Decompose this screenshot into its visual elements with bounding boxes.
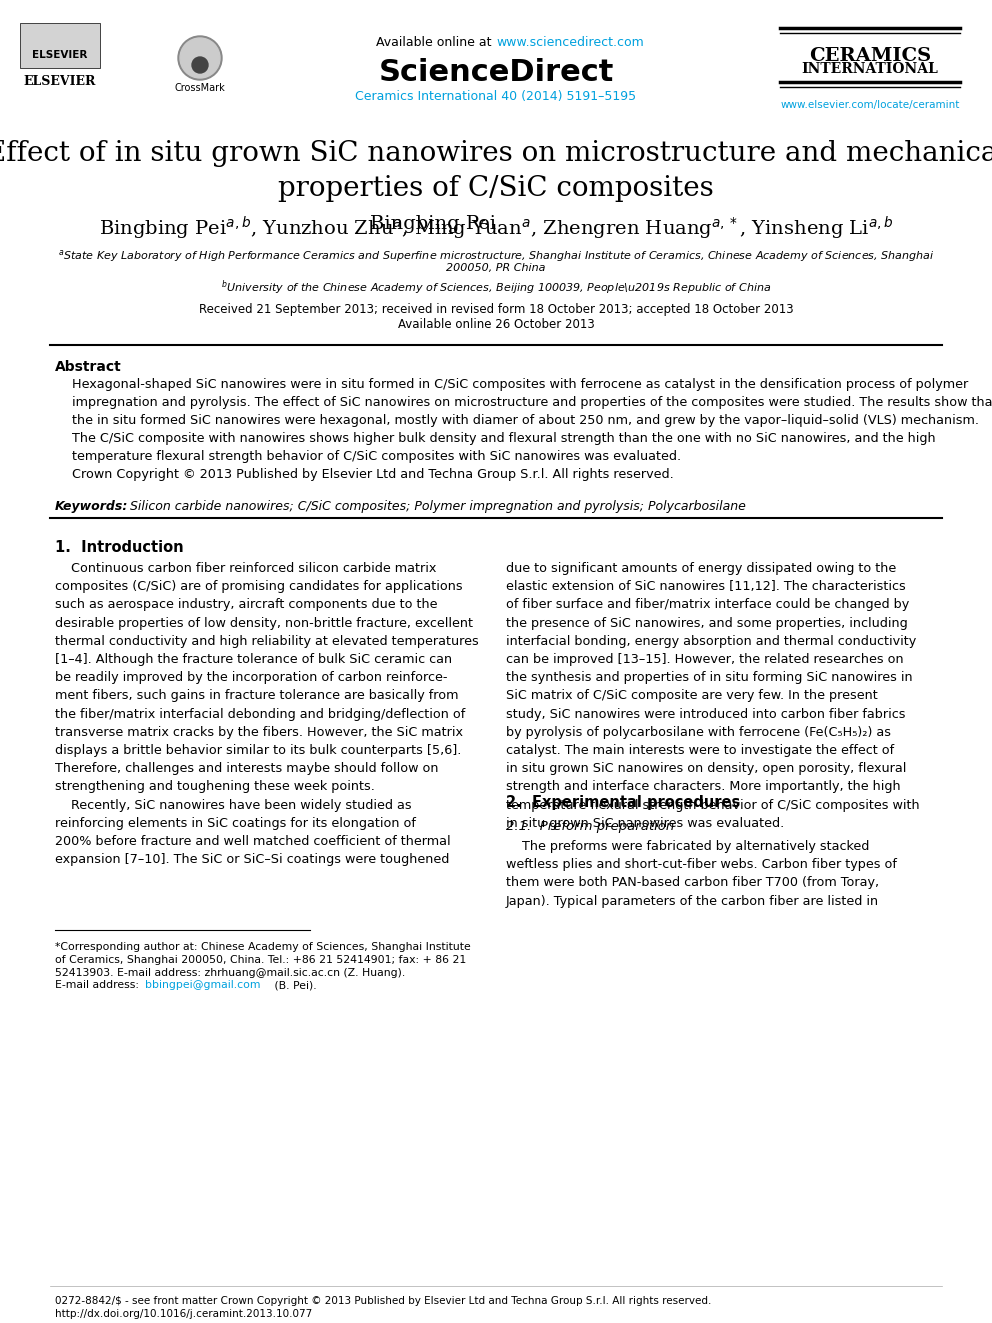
Text: Available online 26 October 2013: Available online 26 October 2013 [398, 318, 594, 331]
Text: Hexagonal-shaped SiC nanowires were in situ formed in C/SiC composites with ferr: Hexagonal-shaped SiC nanowires were in s… [72, 378, 992, 482]
Text: due to significant amounts of energy dissipated owing to the
elastic extension o: due to significant amounts of energy dis… [506, 562, 920, 830]
Text: ScienceDirect: ScienceDirect [378, 58, 614, 87]
Text: bbingpei@gmail.com: bbingpei@gmail.com [145, 980, 261, 990]
Text: Silicon carbide nanowires; C/SiC composites; Polymer impregnation and pyrolysis;: Silicon carbide nanowires; C/SiC composi… [130, 500, 746, 513]
Text: ELSEVIER: ELSEVIER [33, 50, 87, 60]
Text: http://dx.doi.org/10.1016/j.ceramint.2013.10.077: http://dx.doi.org/10.1016/j.ceramint.201… [55, 1308, 312, 1319]
Circle shape [178, 36, 222, 79]
Text: Continuous carbon fiber reinforced silicon carbide matrix
composites (C/SiC) are: Continuous carbon fiber reinforced silic… [55, 562, 479, 867]
Text: Ceramics International 40 (2014) 5191–5195: Ceramics International 40 (2014) 5191–51… [355, 90, 637, 103]
Text: E-mail address:: E-mail address: [55, 980, 143, 990]
Text: $^{a}$State Key Laboratory of High Performance Ceramics and Superfine microstruc: $^{a}$State Key Laboratory of High Perfo… [58, 247, 934, 265]
Text: *Corresponding author at: Chinese Academy of Sciences, Shanghai Institute
of Cer: *Corresponding author at: Chinese Academ… [55, 942, 471, 979]
Text: www.sciencedirect.com: www.sciencedirect.com [496, 36, 644, 49]
Text: 2.1.  Preform preparation: 2.1. Preform preparation [506, 820, 675, 833]
Text: Bingbing Pei: Bingbing Pei [370, 216, 496, 233]
Text: www.elsevier.com/locate/ceramint: www.elsevier.com/locate/ceramint [781, 101, 959, 110]
Text: 0272-8842/$ - see front matter Crown Copyright © 2013 Published by Elsevier Ltd : 0272-8842/$ - see front matter Crown Cop… [55, 1297, 711, 1306]
Text: 200050, PR China: 200050, PR China [446, 263, 546, 273]
Text: Abstract: Abstract [55, 360, 122, 374]
Circle shape [180, 38, 220, 78]
Text: ELSEVIER: ELSEVIER [24, 75, 96, 89]
Text: CERAMICS: CERAMICS [808, 48, 931, 65]
Text: CrossMark: CrossMark [175, 83, 225, 93]
Text: INTERNATIONAL: INTERNATIONAL [802, 62, 938, 75]
Text: The preforms were fabricated by alternatively stacked
weftless plies and short-c: The preforms were fabricated by alternat… [506, 840, 897, 908]
Text: Bingbing Pei$^{a,b}$, Yunzhou Zhu$^{a}$, Ming Yuan$^{a}$, Zhengren Huang$^{a,*}$: Bingbing Pei$^{a,b}$, Yunzhou Zhu$^{a}$,… [98, 216, 894, 242]
Text: (B. Pei).: (B. Pei). [271, 980, 316, 990]
Text: $^{b}$University of the Chinese Academy of Sciences, Beijing 100039, People\u201: $^{b}$University of the Chinese Academy … [221, 278, 771, 296]
Text: Keywords:: Keywords: [55, 500, 128, 513]
Text: Effect of in situ grown SiC nanowires on microstructure and mechanical
propertie: Effect of in situ grown SiC nanowires on… [0, 140, 992, 202]
FancyBboxPatch shape [20, 22, 100, 67]
Text: 2.  Experimental procedures: 2. Experimental procedures [506, 795, 740, 810]
Text: Received 21 September 2013; received in revised form 18 October 2013; accepted 1: Received 21 September 2013; received in … [198, 303, 794, 316]
Text: Available online at: Available online at [377, 36, 496, 49]
Circle shape [192, 57, 208, 73]
Text: 1.  Introduction: 1. Introduction [55, 540, 184, 556]
